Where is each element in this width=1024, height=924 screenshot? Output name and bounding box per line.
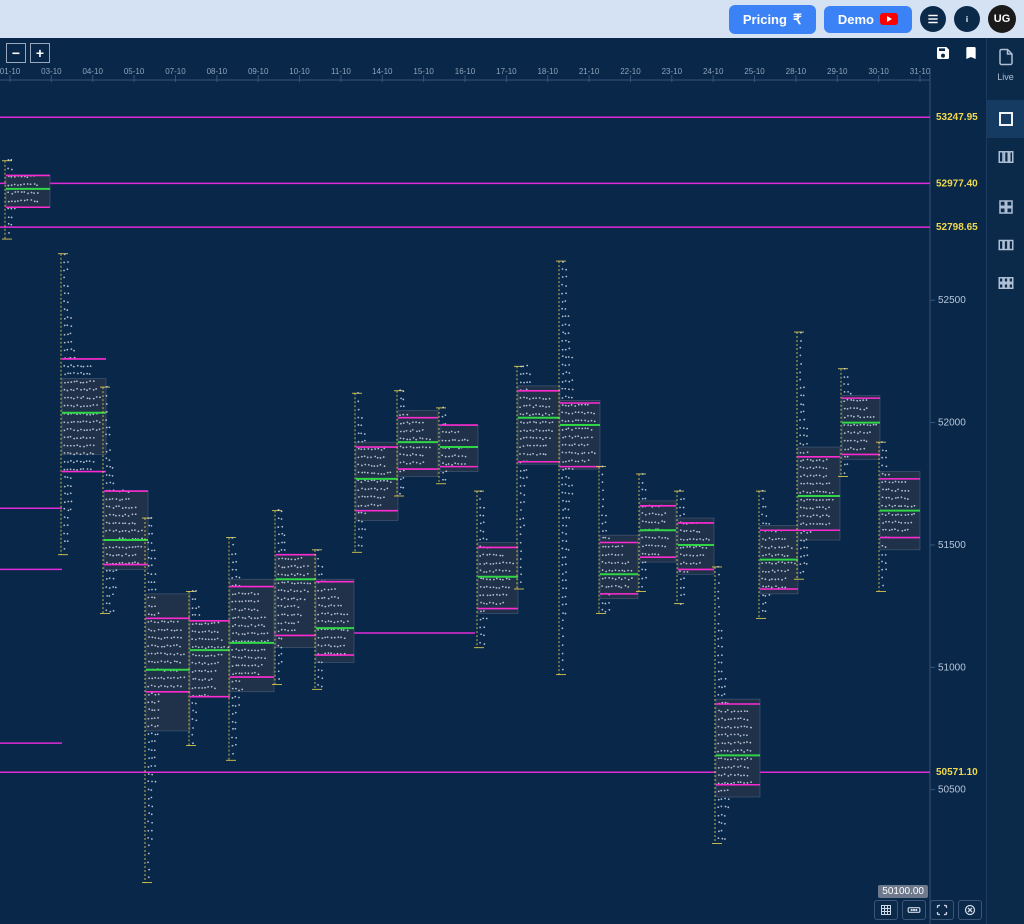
- layout-columns-icon[interactable]: [987, 138, 1024, 176]
- layout-single-icon[interactable]: [987, 100, 1024, 138]
- svg-text:23-10: 23-10: [662, 68, 683, 76]
- svg-text:53247.95: 53247.95: [936, 112, 978, 123]
- rupee-icon: ₹: [793, 11, 802, 28]
- svg-text:28-10: 28-10: [786, 68, 807, 76]
- cursor-price-label: 50100.00: [878, 885, 928, 898]
- svg-text:14-10: 14-10: [372, 68, 393, 76]
- zoom-out-button[interactable]: −: [6, 43, 26, 63]
- svg-text:31-10: 31-10: [910, 68, 931, 76]
- svg-text:52000: 52000: [938, 418, 966, 429]
- pricing-button[interactable]: Pricing ₹: [729, 5, 816, 34]
- svg-text:11-10: 11-10: [331, 68, 351, 76]
- svg-text:18-10: 18-10: [537, 68, 558, 76]
- close-button[interactable]: [958, 900, 982, 920]
- svg-text:07-10: 07-10: [165, 68, 186, 76]
- svg-text:i: i: [966, 15, 968, 24]
- svg-text:17-10: 17-10: [496, 68, 517, 76]
- chart-bottom-toolbar: [874, 900, 982, 920]
- settings-button[interactable]: [902, 900, 926, 920]
- svg-text:21-10: 21-10: [579, 68, 600, 76]
- svg-text:52500: 52500: [938, 295, 966, 306]
- svg-text:01-10: 01-10: [0, 68, 21, 76]
- svg-text:24-10: 24-10: [703, 68, 724, 76]
- right-sidebar: Live: [986, 38, 1024, 924]
- layout-3col-icon[interactable]: [987, 226, 1024, 264]
- svg-text:05-10: 05-10: [124, 68, 145, 76]
- market-profile-chart: 01-10 03-10 04-10 05-10 07-10 08-10 09-10 10-10…: [0, 68, 986, 924]
- svg-text:25-10: 25-10: [744, 68, 765, 76]
- svg-text:51000: 51000: [938, 662, 966, 673]
- chart-area[interactable]: r Chai 01-1003-1004-1005-1007-1008-1009-…: [0, 68, 986, 924]
- svg-text:22-10: 22-10: [620, 68, 641, 76]
- svg-text:16-10: 16-10: [455, 68, 476, 76]
- svg-text:15-10: 15-10: [413, 68, 434, 76]
- svg-text:10-10: 10-10: [289, 68, 310, 76]
- list-icon[interactable]: [920, 6, 946, 32]
- youtube-icon: [880, 13, 898, 25]
- svg-text:52977.40: 52977.40: [936, 178, 978, 189]
- info-icon[interactable]: i: [954, 6, 980, 32]
- grid-view-button[interactable]: [874, 900, 898, 920]
- svg-text:52798.65: 52798.65: [936, 222, 978, 233]
- live-label: Live: [997, 72, 1014, 82]
- svg-text:50571.10: 50571.10: [936, 767, 978, 778]
- avatar-initials: UG: [994, 13, 1011, 25]
- chart-toolbar: − +: [0, 38, 986, 68]
- svg-text:03-10: 03-10: [41, 68, 62, 76]
- bookmark-icon[interactable]: [962, 44, 980, 62]
- svg-text:51500: 51500: [938, 540, 966, 551]
- demo-label: Demo: [838, 12, 874, 27]
- fullscreen-button[interactable]: [930, 900, 954, 920]
- header-bar: Pricing ₹ Demo i UG: [0, 0, 1024, 38]
- svg-text:09-10: 09-10: [248, 68, 269, 76]
- svg-text:30-10: 30-10: [868, 68, 889, 76]
- layout-2x2-icon[interactable]: [987, 188, 1024, 226]
- avatar[interactable]: UG: [988, 5, 1016, 33]
- svg-text:04-10: 04-10: [82, 68, 103, 76]
- svg-text:29-10: 29-10: [827, 68, 848, 76]
- svg-text:50500: 50500: [938, 785, 966, 796]
- zoom-in-button[interactable]: +: [30, 43, 50, 63]
- live-document-icon[interactable]: [987, 38, 1024, 76]
- layout-3x2-icon[interactable]: [987, 264, 1024, 302]
- pricing-label: Pricing: [743, 12, 787, 27]
- save-icon[interactable]: [934, 44, 952, 62]
- demo-button[interactable]: Demo: [824, 6, 912, 33]
- svg-text:08-10: 08-10: [207, 68, 228, 76]
